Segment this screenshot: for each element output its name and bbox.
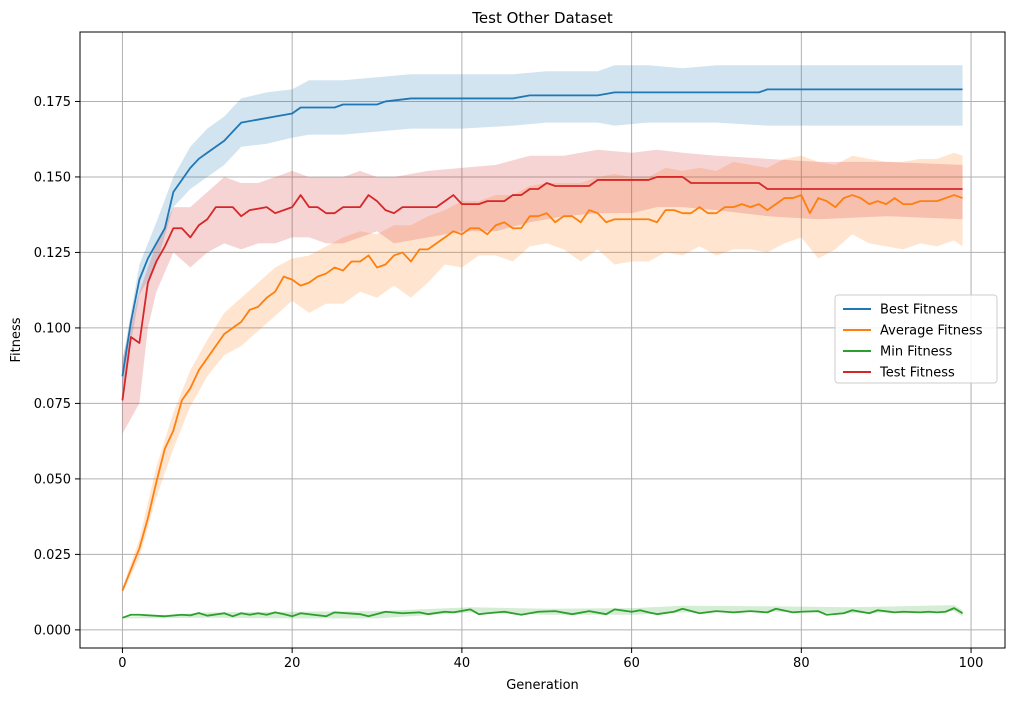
band-test-fitness xyxy=(122,149,963,434)
x-tick-label: 80 xyxy=(793,656,810,671)
legend-box xyxy=(834,294,998,384)
legend: Best Fitness Average Fitness Min Fitness Te… xyxy=(834,294,998,384)
y-tick-label: 0.175 xyxy=(34,95,71,110)
legend-label: Min Fitness xyxy=(880,345,952,360)
x-tick-label: 0 xyxy=(118,656,126,671)
series-line-test-fitness xyxy=(121,176,963,401)
legend-label: Test Fitness xyxy=(879,366,955,381)
series-lines xyxy=(121,88,964,619)
series-line-min-fitness xyxy=(122,607,964,619)
x-tick-label: 100 xyxy=(959,656,984,671)
series-line-average-fitness xyxy=(121,194,963,591)
y-tick-label: 0.025 xyxy=(34,548,71,563)
axis-ticks: 0 20 40 60 80 100 0.000 0.025 0.050 0.075 0.100 0.1… xyxy=(34,95,984,671)
legend-label: Average Fitness xyxy=(880,324,983,339)
band-best-fitness xyxy=(122,65,963,392)
y-tick-label: 0.150 xyxy=(34,170,71,185)
x-tick-label: 60 xyxy=(623,656,640,671)
y-tick-label: 0.100 xyxy=(34,321,71,336)
x-tick-label: 20 xyxy=(284,656,301,671)
band-average-fitness xyxy=(122,152,963,594)
y-tick-label: 0.125 xyxy=(34,246,71,261)
chart-title: Test Other Dataset xyxy=(471,9,613,27)
legend-label: Best Fitness xyxy=(880,303,958,318)
x-tick-label: 40 xyxy=(454,656,471,671)
y-axis-label: Fitness xyxy=(9,317,24,362)
plot-area-frame xyxy=(79,31,1006,649)
series-line-best-fitness xyxy=(121,88,963,377)
y-tick-label: 0.050 xyxy=(34,472,71,487)
y-tick-label: 0.075 xyxy=(34,397,71,412)
x-axis-label: Generation xyxy=(506,678,579,693)
y-tick-label: 0.000 xyxy=(34,623,71,638)
